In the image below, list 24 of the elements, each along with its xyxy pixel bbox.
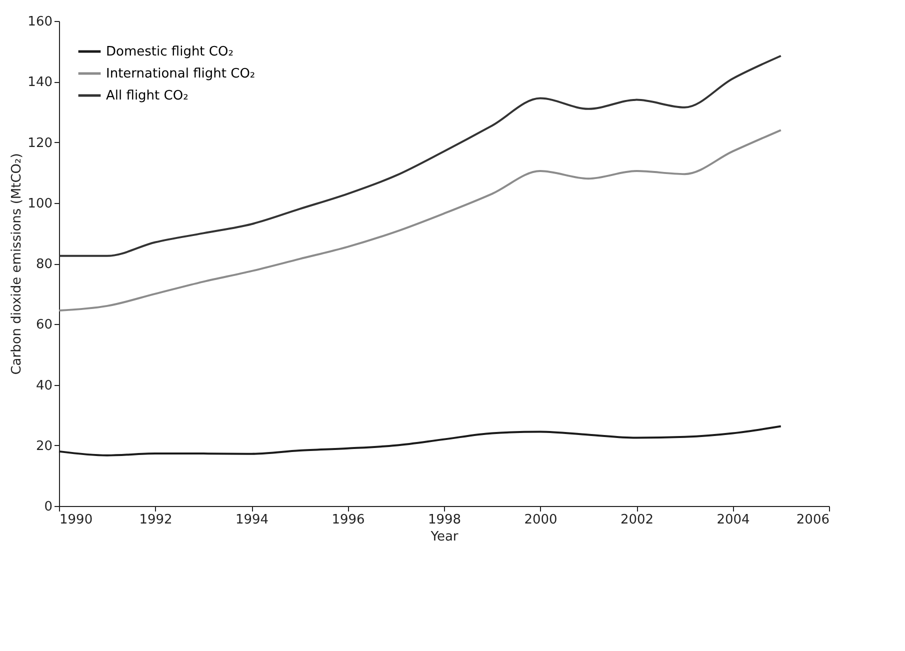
x-tick-label: 1990 — [60, 512, 93, 528]
x-axis-title: Year — [430, 530, 459, 544]
x-tick-label: 2006 — [796, 512, 830, 528]
x-tick-label: 1996 — [332, 512, 365, 528]
legend-label: All flight CO₂ — [106, 88, 188, 104]
legend-label: International flight CO₂ — [106, 66, 256, 82]
x-tick-label: 2002 — [620, 512, 654, 528]
x-tick-label: 2004 — [716, 512, 750, 528]
x-tick-label: 1998 — [428, 512, 462, 528]
y-tick-label: 100 — [28, 196, 52, 212]
y-axis-title: Carbon dioxide emissions (MtCO₂) — [10, 153, 25, 375]
line-series — [58, 129, 782, 312]
y-tick-label: 80 — [36, 257, 52, 272]
y-tick-label: 160 — [28, 14, 52, 30]
y-tick-label: 0 — [44, 500, 52, 514]
y-tick-label: 40 — [36, 378, 52, 394]
legend-label: Domestic flight CO₂ — [106, 44, 234, 60]
y-tick-label: 20 — [36, 438, 52, 454]
x-tick-label: 1992 — [139, 512, 172, 528]
y-tick-label: 120 — [28, 136, 52, 151]
x-tick-label: 2000 — [524, 512, 558, 528]
y-tick-label: 140 — [28, 75, 52, 90]
x-tick-label: 1994 — [235, 512, 269, 528]
y-tick-label: 60 — [36, 318, 52, 333]
